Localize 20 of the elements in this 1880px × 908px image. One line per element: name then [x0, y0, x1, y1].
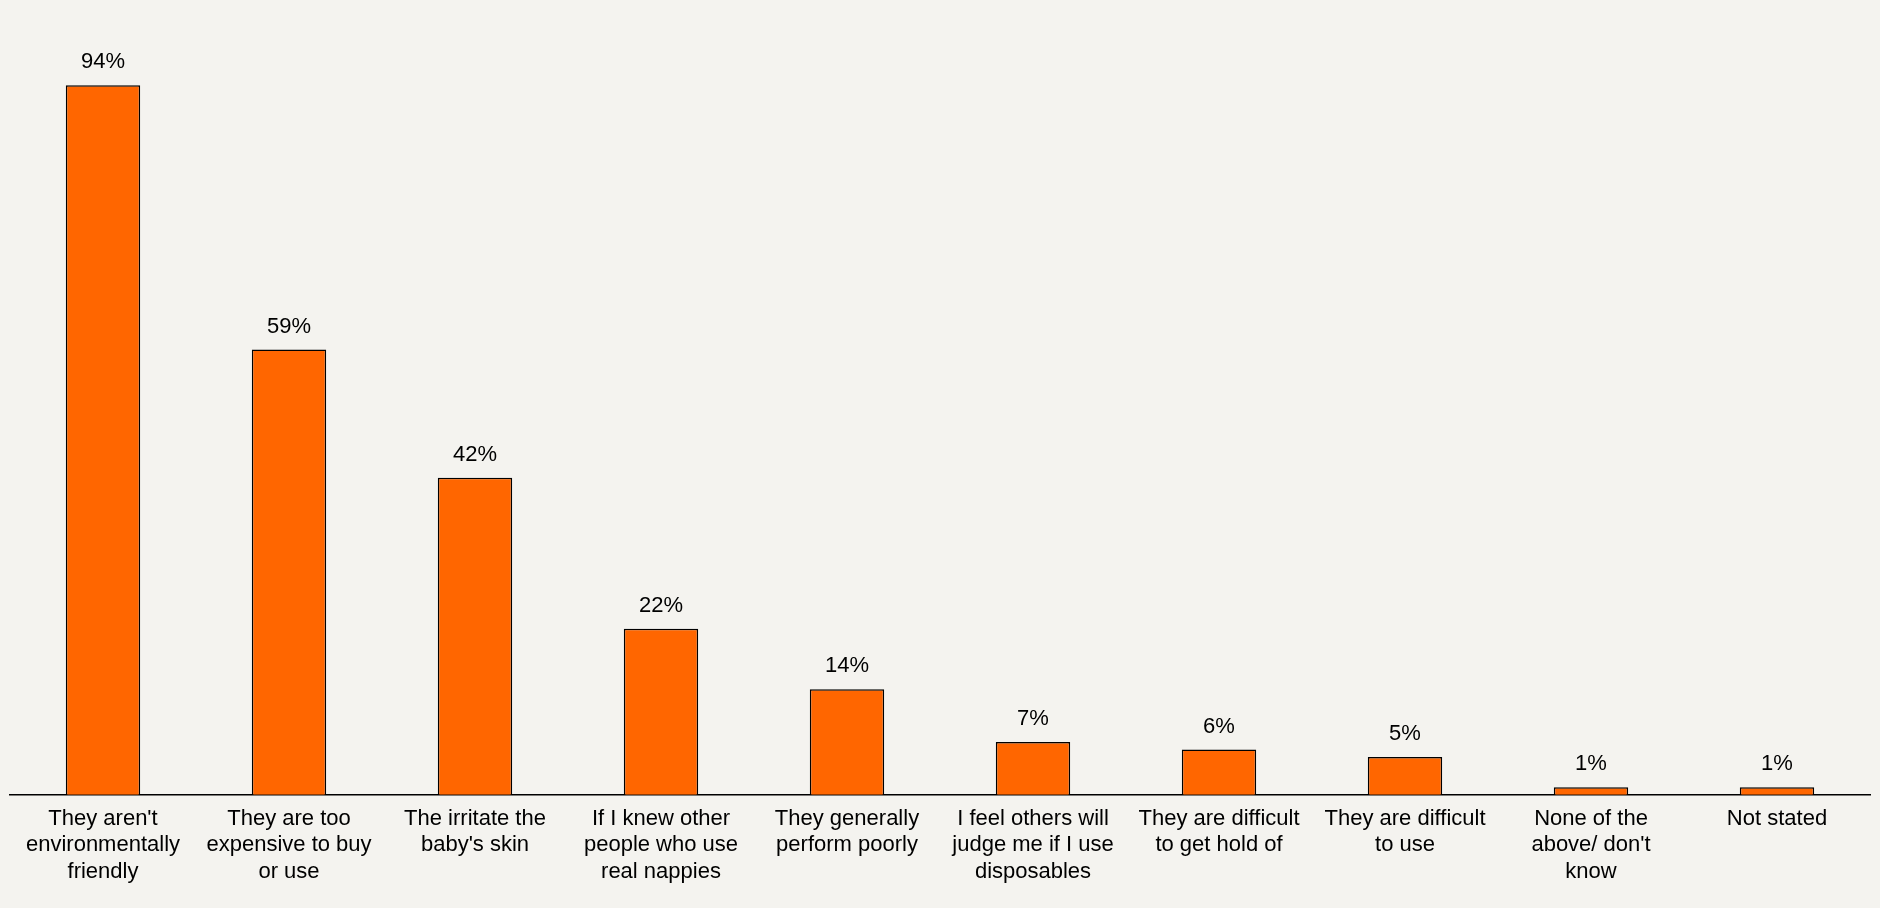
- data-label: 5%: [1389, 720, 1421, 746]
- x-tick-label: They generally perform poorly: [774, 805, 920, 857]
- data-label: 14%: [824, 652, 870, 678]
- data-label: 1%: [1575, 750, 1607, 776]
- x-tick-label: I feel others will judge me if I use disposables: [951, 805, 1114, 883]
- x-tick-label: Not stated: [1726, 805, 1828, 831]
- data-label: 6%: [1203, 712, 1235, 738]
- data-label: 22%: [638, 591, 684, 617]
- x-tick-label: If I knew other people who use real nappies: [583, 805, 739, 883]
- x-tick-label: The irritate the baby's skin: [404, 805, 546, 857]
- data-label: 59%: [266, 312, 312, 338]
- data-label: 1%: [1761, 750, 1793, 776]
- x-tick-label: They are difficult to get hold of: [1138, 805, 1300, 857]
- x-tick-label: None of the above/ don't know: [1531, 805, 1651, 883]
- data-label: 7%: [1017, 705, 1049, 731]
- data-label: 42%: [452, 440, 498, 466]
- x-tick-label: They are too expensive to buy or use: [206, 805, 372, 883]
- x-tick-label: They aren't environmentally friendly: [25, 805, 181, 883]
- x-tick-label: They are difficult to use: [1324, 805, 1486, 857]
- data-label: 94%: [80, 48, 126, 74]
